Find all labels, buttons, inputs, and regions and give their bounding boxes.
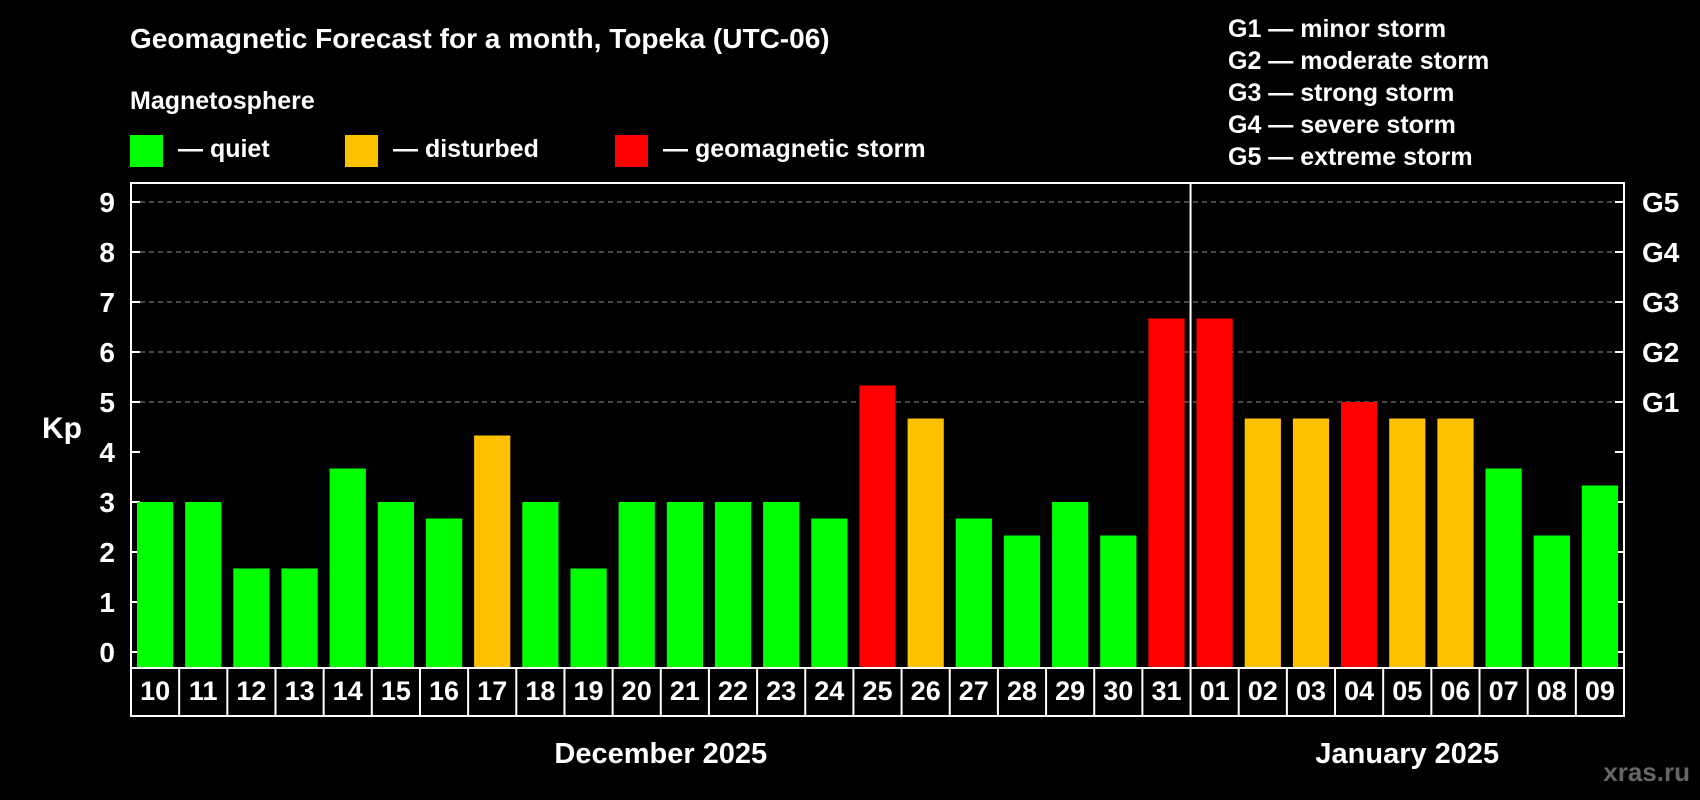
- x-tick-label: 14: [333, 676, 363, 706]
- g-tick-label: G5: [1642, 187, 1679, 218]
- x-tick-label: 19: [573, 676, 603, 706]
- legend-label: — quiet: [178, 135, 270, 163]
- legend-label: — geomagnetic storm: [663, 135, 926, 163]
- x-tick-label: 30: [1103, 676, 1133, 706]
- bar-20: [618, 502, 655, 667]
- x-tick-label: 17: [477, 676, 507, 706]
- x-tick-label: 03: [1296, 676, 1326, 706]
- bar-16: [426, 518, 463, 667]
- g-scale-item: G5 — extreme storm: [1228, 143, 1473, 171]
- x-tick-label: 04: [1344, 676, 1374, 706]
- x-tick-label: 02: [1248, 676, 1278, 706]
- x-tick-label: 13: [285, 676, 315, 706]
- x-tick-label: 25: [862, 676, 892, 706]
- bar-14: [329, 468, 366, 667]
- bar-31: [1148, 318, 1185, 667]
- x-tick-label: 27: [959, 676, 989, 706]
- bar-08: [1533, 535, 1570, 667]
- bar-28: [1003, 535, 1041, 667]
- x-tick-label: 22: [718, 676, 748, 706]
- watermark: xras.ru: [1603, 757, 1690, 787]
- bar-06: [1437, 418, 1474, 667]
- bar-02: [1244, 418, 1281, 667]
- g-tick-label: G3: [1642, 287, 1679, 318]
- bar-05: [1389, 418, 1426, 667]
- bar-22: [714, 502, 752, 667]
- bar-09: [1581, 485, 1618, 667]
- x-tick-label: 28: [1007, 676, 1037, 706]
- x-tick-label: 15: [381, 676, 411, 706]
- legend-swatch: [130, 135, 163, 167]
- bar-10: [137, 502, 174, 667]
- g-scale-item: G1 — minor storm: [1228, 15, 1446, 43]
- g-tick-label: G1: [1642, 387, 1679, 418]
- month-label: January 2025: [1315, 738, 1499, 770]
- y-axis-label: Kp: [42, 412, 82, 445]
- g-scale-item: G4 — severe storm: [1228, 111, 1456, 139]
- y-tick-label: 9: [99, 187, 115, 218]
- x-tick-label: 31: [1151, 676, 1181, 706]
- bar-19: [570, 568, 607, 667]
- y-tick-label: 4: [99, 437, 115, 468]
- x-tick-label: 08: [1537, 676, 1567, 706]
- y-tick-label: 5: [99, 387, 115, 418]
- g-scale-item: G2 — moderate storm: [1228, 47, 1489, 75]
- bar-17: [474, 435, 511, 667]
- x-tick-label: 20: [622, 676, 652, 706]
- bar-15: [377, 502, 414, 667]
- legend-label: — disturbed: [393, 135, 539, 163]
- y-tick-label: 7: [99, 287, 115, 318]
- bar-25: [859, 385, 896, 667]
- x-tick-label: 18: [525, 676, 555, 706]
- x-tick-label: 21: [670, 676, 700, 706]
- x-tick-label: 07: [1489, 676, 1519, 706]
- g-scale-item: G3 — strong storm: [1228, 79, 1454, 107]
- y-tick-label: 3: [99, 487, 115, 518]
- x-tick-label: 06: [1440, 676, 1470, 706]
- y-tick-label: 0: [99, 637, 115, 668]
- x-tick-label: 09: [1585, 676, 1615, 706]
- x-tick-label: 12: [236, 676, 266, 706]
- bar-27: [955, 518, 992, 667]
- color-legend: — quiet — disturbed — geomagnetic storm: [130, 135, 926, 167]
- bar-21: [666, 502, 703, 667]
- x-tick-label: 16: [429, 676, 459, 706]
- date-row: [130, 667, 1625, 717]
- bar-30: [1100, 535, 1137, 667]
- bar-04: [1341, 402, 1378, 667]
- month-label: December 2025: [554, 738, 767, 770]
- bar-07: [1485, 468, 1522, 667]
- y-tick-label: 6: [99, 337, 115, 368]
- legend-swatch: [345, 135, 378, 167]
- g-scale-legend: G1 — minor storm G2 — moderate storm G3 — …: [1228, 15, 1489, 171]
- chart-title: Geomagnetic Forecast for a month, Topeka…: [130, 23, 830, 54]
- bar-03: [1292, 418, 1330, 667]
- y-tick-label: 2: [99, 537, 115, 568]
- x-tick-label: 11: [189, 676, 218, 706]
- bar-18: [522, 502, 559, 667]
- x-tick-label: 24: [814, 676, 844, 706]
- x-tick-label: 05: [1392, 676, 1422, 706]
- bar-13: [281, 568, 318, 667]
- x-tick-label: 29: [1055, 676, 1085, 706]
- x-tick-label: 10: [140, 676, 170, 706]
- bar-23: [763, 502, 800, 667]
- bar-29: [1052, 502, 1089, 667]
- bar-26: [907, 418, 944, 667]
- bar-12: [233, 568, 270, 667]
- x-tick-label: 01: [1200, 676, 1230, 706]
- y-tick-label: 8: [99, 237, 115, 268]
- chart-subtitle: Magnetosphere: [130, 87, 315, 115]
- bar-11: [185, 502, 222, 667]
- g-tick-label: G2: [1642, 337, 1679, 368]
- bar-24: [811, 518, 848, 667]
- y-tick-label: 1: [99, 587, 115, 618]
- x-tick-label: 23: [766, 676, 796, 706]
- x-tick-label: 26: [911, 676, 941, 706]
- g-tick-label: G4: [1642, 237, 1680, 268]
- legend-swatch: [615, 135, 648, 167]
- bar-01: [1196, 318, 1233, 667]
